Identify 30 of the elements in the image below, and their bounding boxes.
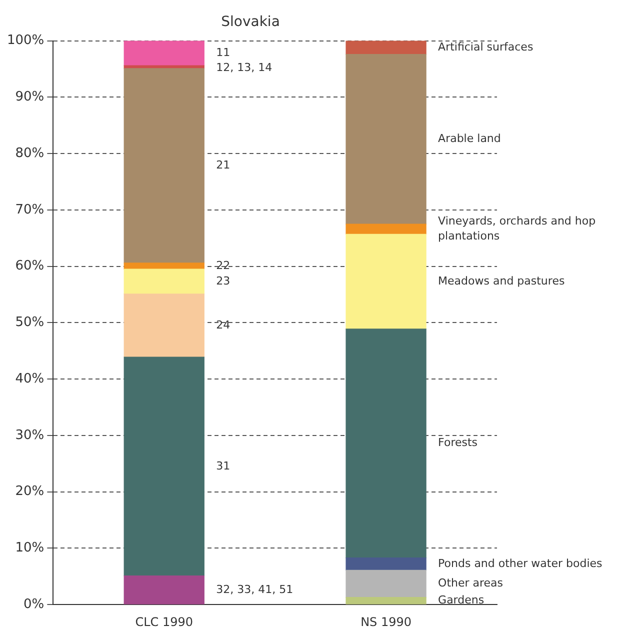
series-label: Ponds and other water bodies xyxy=(438,556,603,570)
y-tick-label: 30% xyxy=(15,428,44,443)
y-tick-label: 70% xyxy=(15,202,44,218)
y-tick-label: 40% xyxy=(15,371,44,386)
series-label: Arable land xyxy=(438,132,501,146)
series-label: 32, 33, 41, 51 xyxy=(216,582,294,596)
x-tick-label: NS 1990 xyxy=(360,614,412,629)
y-tick-label: 20% xyxy=(15,484,44,500)
y-tick-label: 60% xyxy=(15,258,44,274)
y-tick-label: 80% xyxy=(15,146,44,161)
y-tick-label: 50% xyxy=(15,315,44,330)
series-label: Meadows and pastures xyxy=(438,274,565,288)
series-label: 21 xyxy=(216,158,230,172)
y-tick-label: 10% xyxy=(15,540,44,556)
y-tick-label: 90% xyxy=(15,90,44,105)
series-label: Other areas xyxy=(438,576,504,590)
series-label: Forests xyxy=(438,436,478,450)
x-tick-label: CLC 1990 xyxy=(135,614,194,629)
series-label: 11 xyxy=(216,46,230,60)
series-label: 22 xyxy=(216,258,230,272)
series-label: 24 xyxy=(216,318,230,332)
series-label: Gardens xyxy=(438,594,484,607)
series-label: 23 xyxy=(216,274,230,288)
series-label: 12, 13, 14 xyxy=(216,61,272,74)
y-tick-label: 100% xyxy=(6,33,44,48)
series-label: 31 xyxy=(216,459,230,472)
series-label: Vineyards, orchards and hop plantations xyxy=(438,214,596,242)
chart-title: Slovakia xyxy=(221,14,280,30)
y-tick-label: 0% xyxy=(24,596,44,612)
series-label: Artificial surfaces xyxy=(438,40,534,54)
